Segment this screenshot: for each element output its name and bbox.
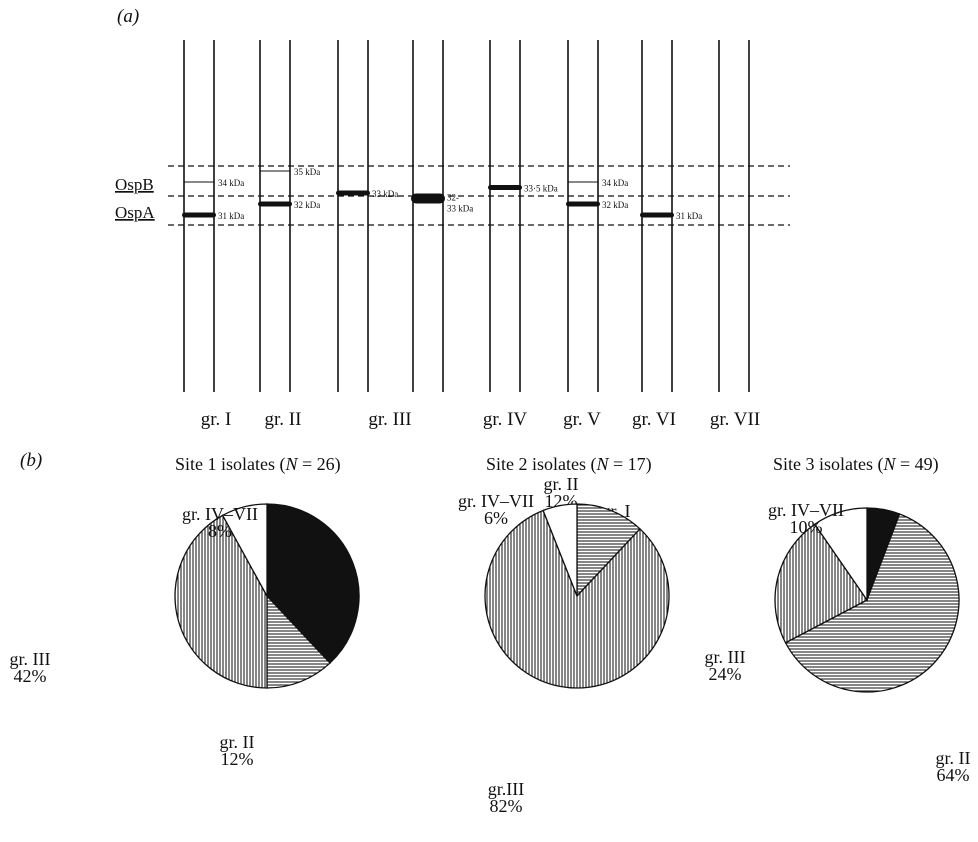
kda-label: 31 kDa (676, 211, 702, 221)
pie-charts: Site 1 isolates (N = 26) gr. I 38% gr. II 12… (10, 454, 971, 816)
slice-label: gr. IV–VII 10% (768, 500, 844, 537)
panel-b-letter: (b) (20, 450, 42, 471)
kda-label: 34 kDa (602, 178, 628, 188)
lane-group: 35 kDa 32 kDa gr. II (258, 40, 320, 430)
pie-slice (784, 513, 960, 693)
kda-label: 31 kDa (218, 211, 244, 221)
lane-group: 32-33 kDa (411, 40, 473, 392)
kda-label: 33 kDa (372, 189, 398, 199)
ospa-band (336, 190, 370, 196)
slice-label: gr. II 12% (220, 732, 255, 769)
slice-label: gr. IV–VII 8% (182, 504, 258, 541)
panel-a: (a) OspB OspA 34 kDa 31 kDa gr. I 35 kDa 32 … (115, 6, 790, 430)
kda-label: 33·5 kDa (524, 184, 558, 194)
group-label: gr. VII (710, 409, 760, 430)
kda-label: 32 kDa (602, 200, 628, 210)
slice-label: gr. I 6% (866, 510, 895, 547)
kda-label: 32 kDa (294, 200, 320, 210)
reference-lines (168, 165, 790, 226)
pie-chart: Site 3 isolates (N = 49) gr. I 6% gr. II 64%… (705, 454, 971, 785)
pie-title: Site 1 isolates (N = 26) (175, 454, 341, 475)
pie-slice (576, 503, 641, 598)
slice-label: gr. III 42% (10, 649, 51, 686)
pie-title: Site 3 isolates (N = 49) (773, 454, 939, 475)
group-label: gr. II (265, 409, 302, 430)
slice-label: gr. II 64% (936, 748, 971, 785)
kda-label: 35 kDa (294, 167, 320, 177)
slice-label: gr. I 38% (320, 551, 353, 588)
pie-slice (813, 507, 868, 603)
slice-label: gr.III 82% (488, 779, 524, 816)
ospa-band (182, 212, 216, 218)
ospa-label: OspA (115, 203, 155, 222)
pie-slice (542, 503, 578, 597)
group-label: gr. I (201, 409, 232, 430)
lane-group: 34 kDa 32 kDa gr. V (563, 40, 628, 430)
lane-group: 33 kDa gr. III (336, 40, 412, 430)
lane-group: 31 kDa gr. VI (632, 40, 702, 430)
pie-slice (221, 503, 268, 597)
slice-label: gr. III 24% (705, 647, 746, 684)
lane-group: gr. VII (710, 40, 760, 430)
pie-slice (266, 594, 331, 689)
ospa-band (640, 212, 674, 218)
slice-label: gr. IV–VII 6% (458, 491, 534, 528)
pie-chart: Site 1 isolates (N = 26) gr. I 38% gr. II 12… (10, 454, 360, 769)
pie-slice (774, 523, 868, 644)
gel-lanes: 34 kDa 31 kDa gr. I 35 kDa 32 kDa gr. II 33 kD… (182, 40, 760, 430)
pie-slice (484, 509, 670, 689)
group-label: gr. VI (632, 409, 676, 430)
ospb-label: OspB (115, 175, 154, 194)
ospa-band (488, 185, 522, 190)
pie-slice (266, 503, 360, 664)
pie-slice (174, 514, 268, 689)
lane-group: 34 kDa 31 kDa gr. I (182, 40, 244, 430)
group-label: gr. IV (483, 409, 528, 430)
panel-a-letter: (a) (117, 6, 139, 27)
pie-chart: Site 2 isolates (N = 17)gr. I0%gr. II12%… (458, 454, 670, 816)
kda-label: 32-33 kDa (447, 193, 473, 214)
group-label: gr. V (563, 409, 601, 430)
panel-b: (b) Site 1 isolates (N = 26) gr. I 38% gr. … (10, 450, 971, 816)
lane-group: 33·5 kDa gr. IV (483, 40, 558, 430)
ospa-band (258, 201, 292, 207)
kda-label: 34 kDa (218, 178, 244, 188)
group-label: gr. III (368, 409, 411, 430)
ospa-band (566, 201, 600, 207)
ospa-band (411, 193, 445, 204)
pie-title: Site 2 isolates (N = 17) (486, 454, 652, 475)
